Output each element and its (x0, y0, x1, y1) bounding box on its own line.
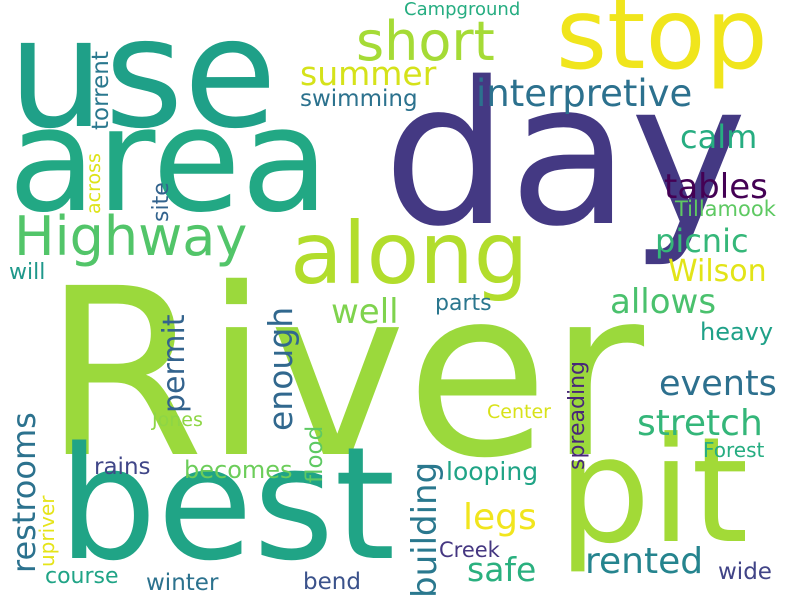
word-tables: tables (664, 167, 768, 207)
word-across: across (83, 153, 105, 214)
word-best: best (58, 413, 396, 595)
word-torrent: torrent (88, 51, 114, 130)
word-permit: permit (157, 314, 192, 413)
word-heavy: heavy (700, 318, 774, 346)
word-parts: parts (435, 291, 492, 316)
word-winter: winter (146, 570, 219, 596)
word-safe: safe (467, 550, 537, 589)
word-area: area (8, 76, 330, 244)
word-forest: Forest (703, 438, 765, 462)
word-course: course (45, 564, 119, 589)
word-will: will (9, 260, 46, 285)
word-picnic: picnic (655, 222, 749, 260)
word-wide: wide (718, 559, 772, 585)
word-highway: Highway (14, 205, 248, 268)
word-stretch: stretch (637, 403, 763, 444)
word-pit: pit (558, 406, 749, 576)
word-wilson: Wilson (668, 254, 767, 289)
word-stop: stop (556, 0, 768, 92)
word-along: along (290, 204, 529, 304)
word-building: building (405, 461, 445, 598)
word-enough: enough (261, 306, 300, 431)
word-rains: rains (94, 454, 151, 480)
word-campground: Campground (404, 0, 521, 20)
word-swimming: swimming (300, 86, 418, 112)
word-bend: bend (303, 569, 361, 595)
word-day: day (383, 39, 748, 270)
word-river: River (43, 239, 645, 509)
word-jones: Jones (152, 409, 203, 431)
word-rented: rented (585, 541, 704, 582)
word-events: events (659, 364, 777, 404)
word-spreading: spreading (565, 361, 590, 470)
word-site: site (149, 182, 174, 222)
word-upriver: upriver (35, 495, 59, 567)
word-use: use (8, 0, 278, 162)
word-center: Center (487, 401, 551, 423)
word-legs: legs (463, 497, 537, 538)
word-becomes: becomes (184, 456, 293, 484)
word-flood: flood (302, 425, 328, 483)
word-well: well (331, 292, 399, 332)
word-calm: calm (680, 118, 758, 156)
word-allows: allows (610, 282, 717, 322)
word-interpretive: interpretive (476, 72, 693, 115)
word-looping: looping (446, 457, 539, 486)
word-short: short (356, 10, 495, 73)
word-creek: Creek (439, 538, 500, 562)
word-tillamook: Tillamook (675, 197, 776, 221)
word-summer: summer (300, 54, 437, 93)
